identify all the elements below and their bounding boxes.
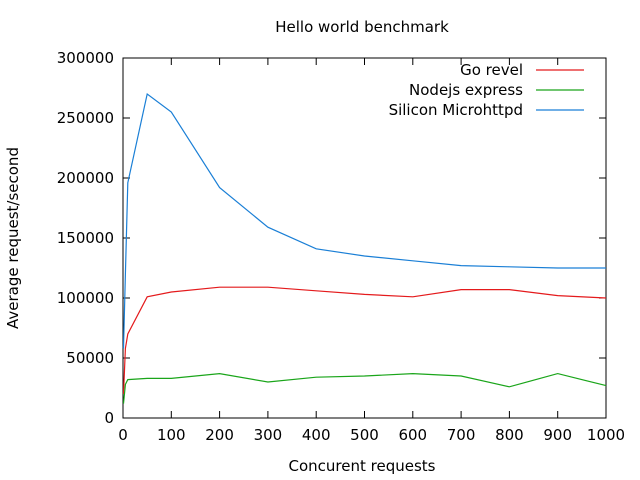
series-line-go-revel (122, 286, 607, 395)
y-tick-label: 0 (104, 409, 114, 427)
series-line-nodejs-express (122, 372, 607, 404)
y-tick-label: 50000 (66, 349, 114, 367)
legend-label: Nodejs express (409, 81, 523, 99)
x-tick-label: 0 (118, 426, 128, 444)
x-tick-label: 900 (543, 426, 572, 444)
series-line-silicon-microhttpd (122, 92, 606, 349)
y-tick-label: 300000 (57, 49, 114, 67)
axis-ticks: 0 100 200 300 400 500 600 700 800 900 1000 0 50000 10… (57, 49, 625, 444)
y-tick-label: 150000 (57, 229, 114, 247)
y-tick-label: 200000 (57, 169, 114, 187)
x-tick-label: 600 (398, 426, 427, 444)
y-tick-label: 100000 (57, 289, 114, 307)
chart-title: Hello world benchmark (275, 18, 449, 36)
x-tick-label: 300 (254, 426, 283, 444)
y-tick-label: 250000 (57, 109, 114, 127)
y-axis-label: Average request/second (4, 147, 22, 329)
x-tick-label: 700 (447, 426, 476, 444)
legend: Go revel Nodejs express Silicon Microhttpd (389, 61, 584, 119)
legend-label: Silicon Microhttpd (389, 101, 523, 119)
legend-label: Go revel (460, 61, 523, 79)
x-tick-label: 800 (495, 426, 524, 444)
x-tick-label: 500 (350, 426, 379, 444)
x-tick-label: 100 (157, 426, 186, 444)
series-layer (122, 92, 607, 404)
plot-frame (122, 57, 607, 419)
x-tick-label: 1000 (587, 426, 625, 444)
x-axis-label: Concurent requests (289, 457, 436, 475)
x-tick-label: 400 (302, 426, 331, 444)
x-tick-label: 200 (205, 426, 234, 444)
